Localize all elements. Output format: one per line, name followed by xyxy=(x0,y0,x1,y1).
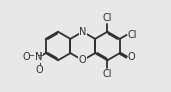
Text: O: O xyxy=(79,55,87,65)
Text: O: O xyxy=(35,65,43,75)
Text: +: + xyxy=(37,51,44,60)
Text: N: N xyxy=(35,52,43,62)
Text: Cl: Cl xyxy=(103,69,112,79)
Text: O: O xyxy=(23,52,30,62)
Text: Cl: Cl xyxy=(103,13,112,23)
Text: Cl: Cl xyxy=(127,30,136,40)
Text: N: N xyxy=(79,27,86,37)
Text: −: − xyxy=(27,51,34,60)
Text: O: O xyxy=(127,52,135,62)
